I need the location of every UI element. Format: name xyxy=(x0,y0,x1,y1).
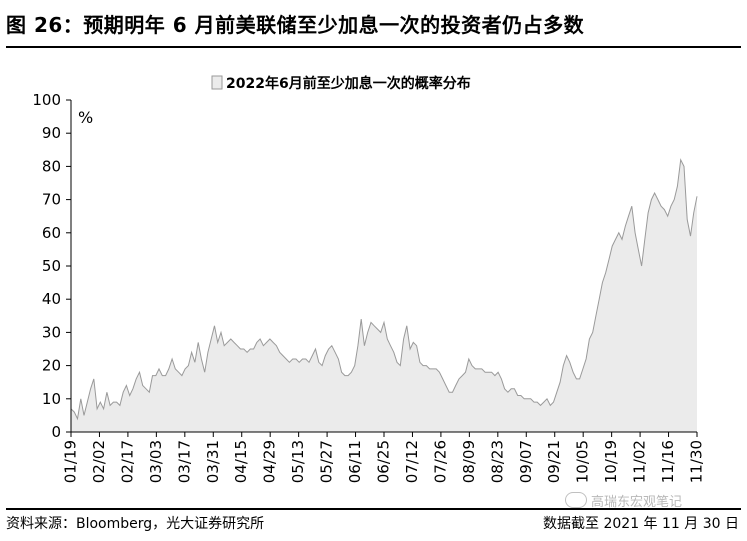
y-tick-label: 90 xyxy=(42,124,61,142)
x-tick-label: 07/12 xyxy=(403,440,421,483)
watermark-text: 高瑞东宏观笔记 xyxy=(591,495,683,510)
x-tick-label: 10/05 xyxy=(574,440,592,483)
bottom-rule xyxy=(6,508,741,510)
legend-swatch xyxy=(211,75,223,90)
area-fill xyxy=(71,159,697,433)
x-axis: 01/19 02/02 02/17 03/03 03/17 03/31 04/15 04/29… xyxy=(62,431,706,483)
x-tick-label: 01/19 xyxy=(62,440,80,483)
x-tick-label: 08/09 xyxy=(460,440,478,483)
legend: 2022年6月前至少加息一次的概率分布 xyxy=(211,75,471,92)
x-tick-label: 08/23 xyxy=(488,440,506,483)
source-note: 资料来源：Bloomberg，光大证券研究所 xyxy=(6,516,265,532)
plot-area xyxy=(70,158,698,433)
y-axis: 0 10 20 30 40 50 60 70 80 90 100 xyxy=(32,91,72,441)
y-tick-label: 30 xyxy=(42,323,61,341)
x-tick-label: 02/17 xyxy=(118,440,136,483)
series-line xyxy=(70,158,698,421)
figure-title: 图 26：预期明年 6 月前美联储至少加息一次的投资者仍占多数 xyxy=(6,13,585,37)
x-tick-label: 11/02 xyxy=(631,440,649,483)
wechat-icon xyxy=(565,492,587,508)
x-tick-label: 11/16 xyxy=(659,440,677,483)
x-tick-label: 06/11 xyxy=(346,440,364,483)
y-tick-label: 100 xyxy=(32,91,61,109)
y-tick-label: 80 xyxy=(42,157,61,175)
x-tick-label: 07/26 xyxy=(431,440,449,483)
x-tick-label: 02/02 xyxy=(90,440,108,483)
y-tick-label: 0 xyxy=(51,423,61,441)
y-tick-label: 50 xyxy=(42,257,61,275)
x-tick-label: 03/03 xyxy=(147,440,165,483)
x-tick-label: 03/17 xyxy=(175,440,193,483)
x-tick-label: 05/27 xyxy=(318,440,336,483)
x-tick-label: 04/15 xyxy=(232,440,250,483)
x-tick-label: 11/30 xyxy=(688,440,706,483)
x-tick-label: 05/13 xyxy=(289,440,307,483)
x-tick-label: 04/29 xyxy=(261,440,279,483)
y-tick-label: 20 xyxy=(42,357,61,375)
x-tick-label: 10/19 xyxy=(602,440,620,483)
x-tick-label: 09/21 xyxy=(545,440,563,483)
legend-label: 2022年6月前至少加息一次的概率分布 xyxy=(226,75,471,92)
watermark: 高瑞东宏观笔记 xyxy=(565,491,682,510)
x-tick-label: 06/25 xyxy=(375,440,393,483)
y-tick-label: 60 xyxy=(42,224,61,242)
x-tick-label: 09/07 xyxy=(517,440,535,483)
y-tick-label: 70 xyxy=(42,191,61,209)
top-rule xyxy=(6,46,741,48)
x-tick-label: 03/31 xyxy=(204,440,222,483)
y-tick-label: 10 xyxy=(42,390,61,408)
y-tick-label: 40 xyxy=(42,290,61,308)
as-of-note: 数据截至 2021 年 11 月 30 日 xyxy=(543,516,739,532)
y-unit-label: % xyxy=(78,108,93,127)
